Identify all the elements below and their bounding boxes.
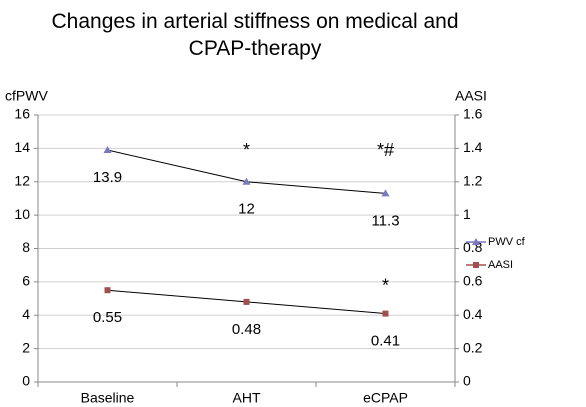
point (381, 189, 390, 197)
y2-axis-label: AASI (455, 88, 487, 104)
point (243, 298, 250, 305)
y2-tick-label: 1.4 (463, 139, 483, 155)
y2-tick-label: 1.6 (463, 106, 483, 122)
point (242, 177, 251, 185)
y2-tick-label: 0.2 (463, 339, 483, 355)
data-label: 13.9 (93, 169, 122, 186)
data-label: 11.3 (371, 212, 399, 229)
x-tick-label: Baseline (81, 390, 135, 406)
point (104, 287, 111, 294)
point (103, 146, 112, 154)
y2-tick-label: 1 (463, 206, 471, 222)
annotation: * (382, 275, 389, 295)
data-label: 0.48 (232, 321, 261, 338)
annotation: *# (377, 140, 394, 160)
x-tick-label: AHT (233, 390, 261, 406)
point (472, 238, 480, 245)
y2-tick-label: 0 (463, 373, 471, 389)
y-tick-label: 14 (14, 139, 30, 155)
y2-tick-label: 0.4 (463, 306, 483, 322)
data-label: 12 (238, 201, 255, 218)
annotation: * (243, 140, 250, 160)
y2-tick-label: 0.6 (463, 273, 483, 289)
x-tick-label: eCPAP (363, 390, 408, 406)
y-tick-label: 10 (14, 206, 30, 222)
y-tick-label: 8 (22, 239, 30, 255)
point (473, 262, 479, 268)
legend-label: PWV cf (488, 236, 526, 248)
point (382, 310, 389, 317)
data-label: 0.55 (93, 309, 122, 326)
y-tick-label: 0 (22, 373, 30, 389)
y-tick-label: 4 (22, 306, 30, 322)
data-label: 0.41 (371, 333, 400, 350)
y-axis-label: cfPWV (5, 88, 48, 104)
y-tick-label: 16 (14, 106, 30, 122)
legend-label: AASI (488, 259, 513, 271)
chart-title: Changes in arterial stiffness on medical… (51, 10, 459, 60)
y-tick-label: 2 (22, 339, 30, 355)
y-tick-label: 6 (22, 273, 30, 289)
y2-tick-label: 1.2 (463, 172, 483, 188)
y-tick-label: 12 (14, 172, 30, 188)
